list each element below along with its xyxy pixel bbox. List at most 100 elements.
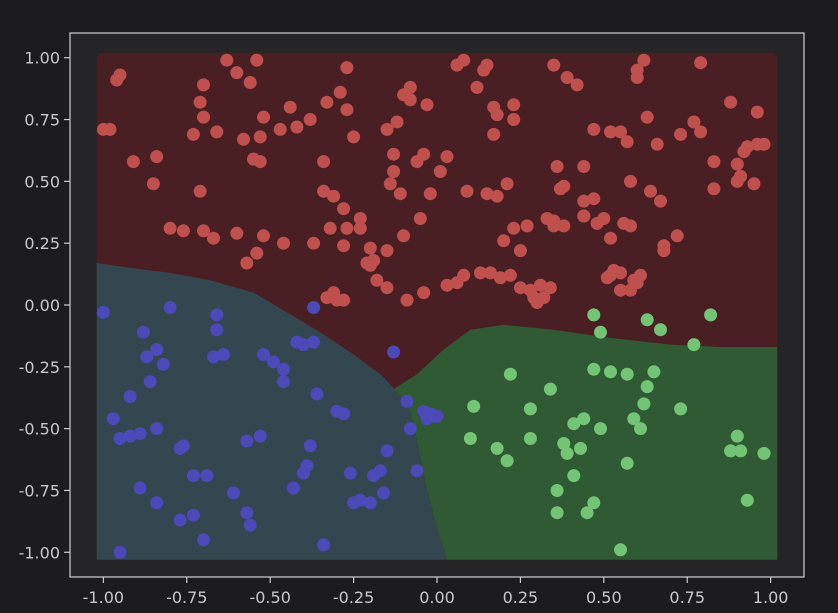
data-point-series-0	[367, 254, 381, 267]
data-point-series-0	[620, 135, 634, 149]
data-point-series-0	[730, 157, 744, 171]
data-point-series-2	[543, 382, 557, 396]
data-point-series-1	[210, 323, 224, 337]
data-point-series-1	[143, 375, 157, 389]
x-tick-label: 0.50	[586, 588, 622, 607]
data-point-series-0	[347, 130, 361, 144]
data-point-series-0	[290, 120, 304, 134]
data-point-series-1	[307, 335, 321, 349]
data-point-series-0	[440, 278, 454, 292]
data-point-series-0	[186, 127, 200, 141]
region-green	[393, 324, 778, 560]
data-point-series-0	[250, 246, 264, 260]
data-point-series-1	[113, 432, 127, 445]
data-point-series-0	[734, 169, 748, 183]
data-point-series-0	[327, 286, 341, 300]
data-point-series-2	[620, 456, 634, 470]
data-point-series-1	[240, 506, 254, 520]
data-point-series-1	[307, 301, 321, 314]
data-point-series-0	[380, 122, 394, 136]
data-point-series-2	[614, 543, 627, 557]
data-point-series-0	[283, 100, 297, 114]
data-point-series-0	[450, 276, 464, 290]
data-point-series-0	[694, 125, 708, 139]
data-point-series-0	[460, 184, 474, 198]
data-point-series-0	[493, 271, 507, 285]
data-point-series-0	[614, 283, 627, 297]
data-point-series-1	[173, 513, 187, 527]
data-point-series-0	[634, 268, 647, 282]
data-point-series-0	[707, 155, 721, 169]
data-point-series-2	[557, 437, 571, 450]
y-axis: 1.00 0.75 0.50 0.25 0.00 -0.25 -0.50 -0.75 -1.00	[19, 49, 70, 562]
data-point-series-2	[757, 446, 771, 460]
data-point-series-2	[523, 432, 537, 445]
data-point-series-2	[567, 417, 581, 431]
data-point-series-0	[550, 160, 564, 173]
data-point-series-1	[403, 422, 417, 436]
data-point-series-0	[757, 137, 771, 151]
data-point-series-1	[277, 362, 290, 376]
data-point-series-1	[136, 325, 150, 339]
data-point-series-0	[197, 224, 210, 238]
y-tick-label: 0.75	[24, 111, 60, 130]
data-point-series-0	[640, 110, 654, 124]
data-point-series-1	[207, 350, 220, 364]
data-point-series-0	[403, 93, 417, 107]
data-point-series-1	[267, 355, 280, 369]
data-point-series-0	[614, 125, 627, 139]
data-point-series-2	[730, 429, 744, 443]
data-point-series-0	[253, 130, 267, 144]
data-point-series-0	[577, 194, 591, 208]
data-point-series-2	[637, 397, 651, 411]
data-point-series-0	[393, 187, 407, 201]
data-point-series-1	[277, 375, 290, 389]
data-point-series-2	[467, 399, 481, 413]
data-point-series-0	[694, 56, 708, 70]
data-point-series-0	[230, 226, 244, 240]
data-point-series-0	[587, 192, 601, 206]
y-tick-label: -0.25	[19, 358, 60, 377]
data-point-series-1	[297, 338, 310, 352]
data-point-series-2	[634, 422, 647, 436]
data-point-series-1	[243, 518, 257, 532]
data-point-series-0	[400, 293, 414, 307]
data-point-series-2	[523, 402, 537, 416]
data-point-series-1	[197, 533, 210, 547]
data-point-series-2	[490, 441, 504, 455]
data-point-series-0	[523, 283, 537, 297]
x-tick-label: 1.00	[753, 588, 789, 607]
data-point-series-2	[654, 323, 667, 337]
data-point-series-0	[337, 293, 351, 307]
data-point-series-1	[140, 350, 154, 364]
data-point-series-0	[340, 103, 354, 117]
data-point-series-0	[604, 125, 617, 139]
data-point-series-1	[96, 305, 110, 319]
data-point-series-0	[497, 234, 511, 248]
data-point-series-2	[640, 380, 654, 394]
data-point-series-0	[353, 221, 367, 235]
data-point-series-0	[243, 76, 257, 89]
data-point-series-1	[240, 434, 254, 448]
data-point-series-0	[210, 125, 224, 139]
data-point-series-0	[197, 110, 210, 124]
data-point-series-0	[230, 66, 244, 80]
data-point-series-0	[473, 266, 487, 280]
data-point-series-1	[300, 459, 314, 473]
data-point-series-0	[317, 155, 331, 169]
data-point-series-1	[337, 407, 351, 421]
data-point-series-0	[193, 95, 207, 109]
data-point-series-0	[557, 219, 571, 233]
data-point-series-0	[687, 115, 701, 129]
data-point-series-0	[317, 184, 331, 198]
data-points	[96, 53, 771, 559]
x-tick-label: 0.75	[669, 588, 705, 607]
x-tick-label: -0.75	[166, 588, 207, 607]
data-point-series-1	[257, 348, 270, 361]
data-point-series-0	[403, 80, 417, 94]
data-point-series-1	[113, 545, 127, 559]
data-point-series-1	[380, 444, 394, 458]
data-point-series-1	[373, 464, 387, 478]
data-point-series-0	[650, 137, 664, 151]
